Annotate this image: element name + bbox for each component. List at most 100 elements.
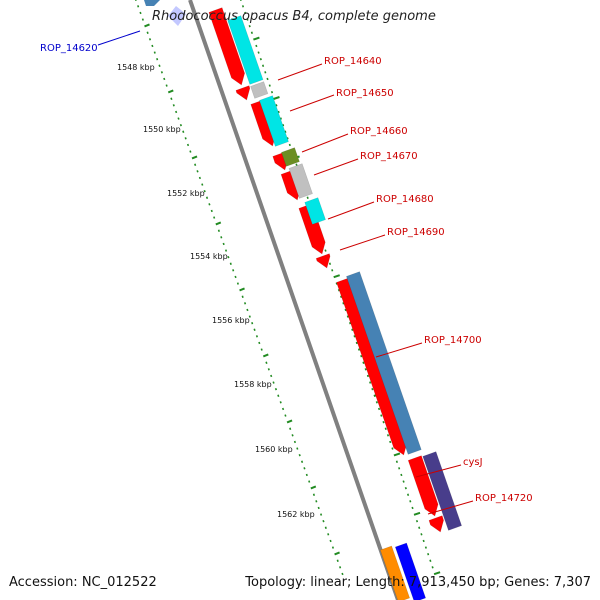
gene-label: ROP_14660 [350,126,408,137]
orange-feature [379,545,411,600]
tick-left [151,44,154,48]
olive-feature [281,147,300,167]
gene-labels: ROP_14620 ROP_14640 ROP_14650 ROP_14660 ROP_… [40,30,533,515]
tick-left [296,447,299,450]
tick-left [327,533,330,536]
tick-right [244,11,247,15]
tick-left [279,401,282,404]
scale-label: 1552 kbp [167,189,205,198]
tick-right [371,387,374,391]
tick-left [289,427,292,430]
tick-left [146,31,149,34]
feature-track [144,0,463,600]
tick-left [203,189,206,193]
tick-left [253,328,256,331]
tick-right [351,328,354,331]
tick-right [393,452,401,457]
tick-right [268,84,271,87]
tick-right [384,427,387,430]
tick-left [336,559,339,562]
tick-left [322,519,325,523]
tick-left [308,480,311,483]
tick-left [284,414,287,417]
tick-left [167,89,174,94]
grey-feature [288,163,313,199]
gene-leader-line [301,133,349,153]
tick-right [266,77,269,81]
tick-left [229,262,232,265]
tick-left [234,275,237,279]
scale-labels: 1548 kbp 1550 kbp 1552 kbp 1554 kbp 1556 kbp… [117,63,315,519]
tick-right [380,414,383,417]
tick-right [255,44,258,48]
tick-left [139,11,142,15]
cds-arrow [336,277,408,456]
tick-right [422,539,425,543]
cyan-feature [304,197,326,225]
tick-left [281,407,285,411]
tick-left [272,381,275,384]
tick-left [213,216,216,219]
steelblue-feature [144,0,160,6]
tick-left [331,546,335,549]
tick-left [267,368,270,371]
tick-right [328,262,332,265]
purple-feature [422,451,463,531]
tick-left [217,229,220,232]
tick-right [415,519,419,523]
tick-right [264,71,267,74]
gene-label: ROP_14680 [376,194,434,205]
tick-right [250,31,253,34]
tick-left [303,467,306,470]
tick-left [305,473,308,477]
tick-left [220,236,223,239]
tick-left [329,539,332,543]
tick-right [306,196,309,199]
tick-right [427,552,430,556]
tick-left [205,196,209,199]
gene-leader-line [339,234,386,251]
tick-right [357,348,361,351]
tick-right [404,486,407,490]
tick-right [389,440,392,444]
tick-right [429,559,432,562]
tick-left [137,5,140,8]
tick-left [262,353,269,358]
tick-right [241,5,245,8]
scale-label: 1560 kbp [255,445,293,454]
tick-left [277,394,280,397]
tick-left [310,485,317,490]
tick-left [315,500,318,503]
cds-arrow [407,455,439,517]
tick-left [317,506,320,510]
tick-right [270,90,274,94]
tick-left [148,38,152,41]
tick-right [391,447,394,450]
tick-left [270,374,273,378]
tick-left [215,221,222,226]
tick-left [227,255,230,259]
tick-right [355,341,358,345]
genome-summary-text: Topology: linear; Length: 7,913,450 bp; … [245,575,591,590]
tick-right [259,57,262,61]
tick-left [293,440,297,444]
tick-right [402,480,405,483]
tick-right [366,374,369,378]
accession-text: Accession: NC_012522 [9,575,157,590]
tick-left [286,419,293,424]
tick-left [196,170,199,173]
tick-left [260,348,263,351]
tick-right [400,473,403,477]
tick-right [324,249,327,252]
tick-left [210,209,213,213]
gene-leader-line [415,464,462,478]
tick-right [261,64,265,67]
tick-left [222,242,225,246]
tick-right [424,546,427,549]
tick-left [243,302,247,305]
tick-left [232,269,235,272]
tick-left [241,295,244,298]
tick-right [398,467,401,470]
grey-feature [250,81,269,99]
scale-label: 1562 kbp [277,510,315,519]
